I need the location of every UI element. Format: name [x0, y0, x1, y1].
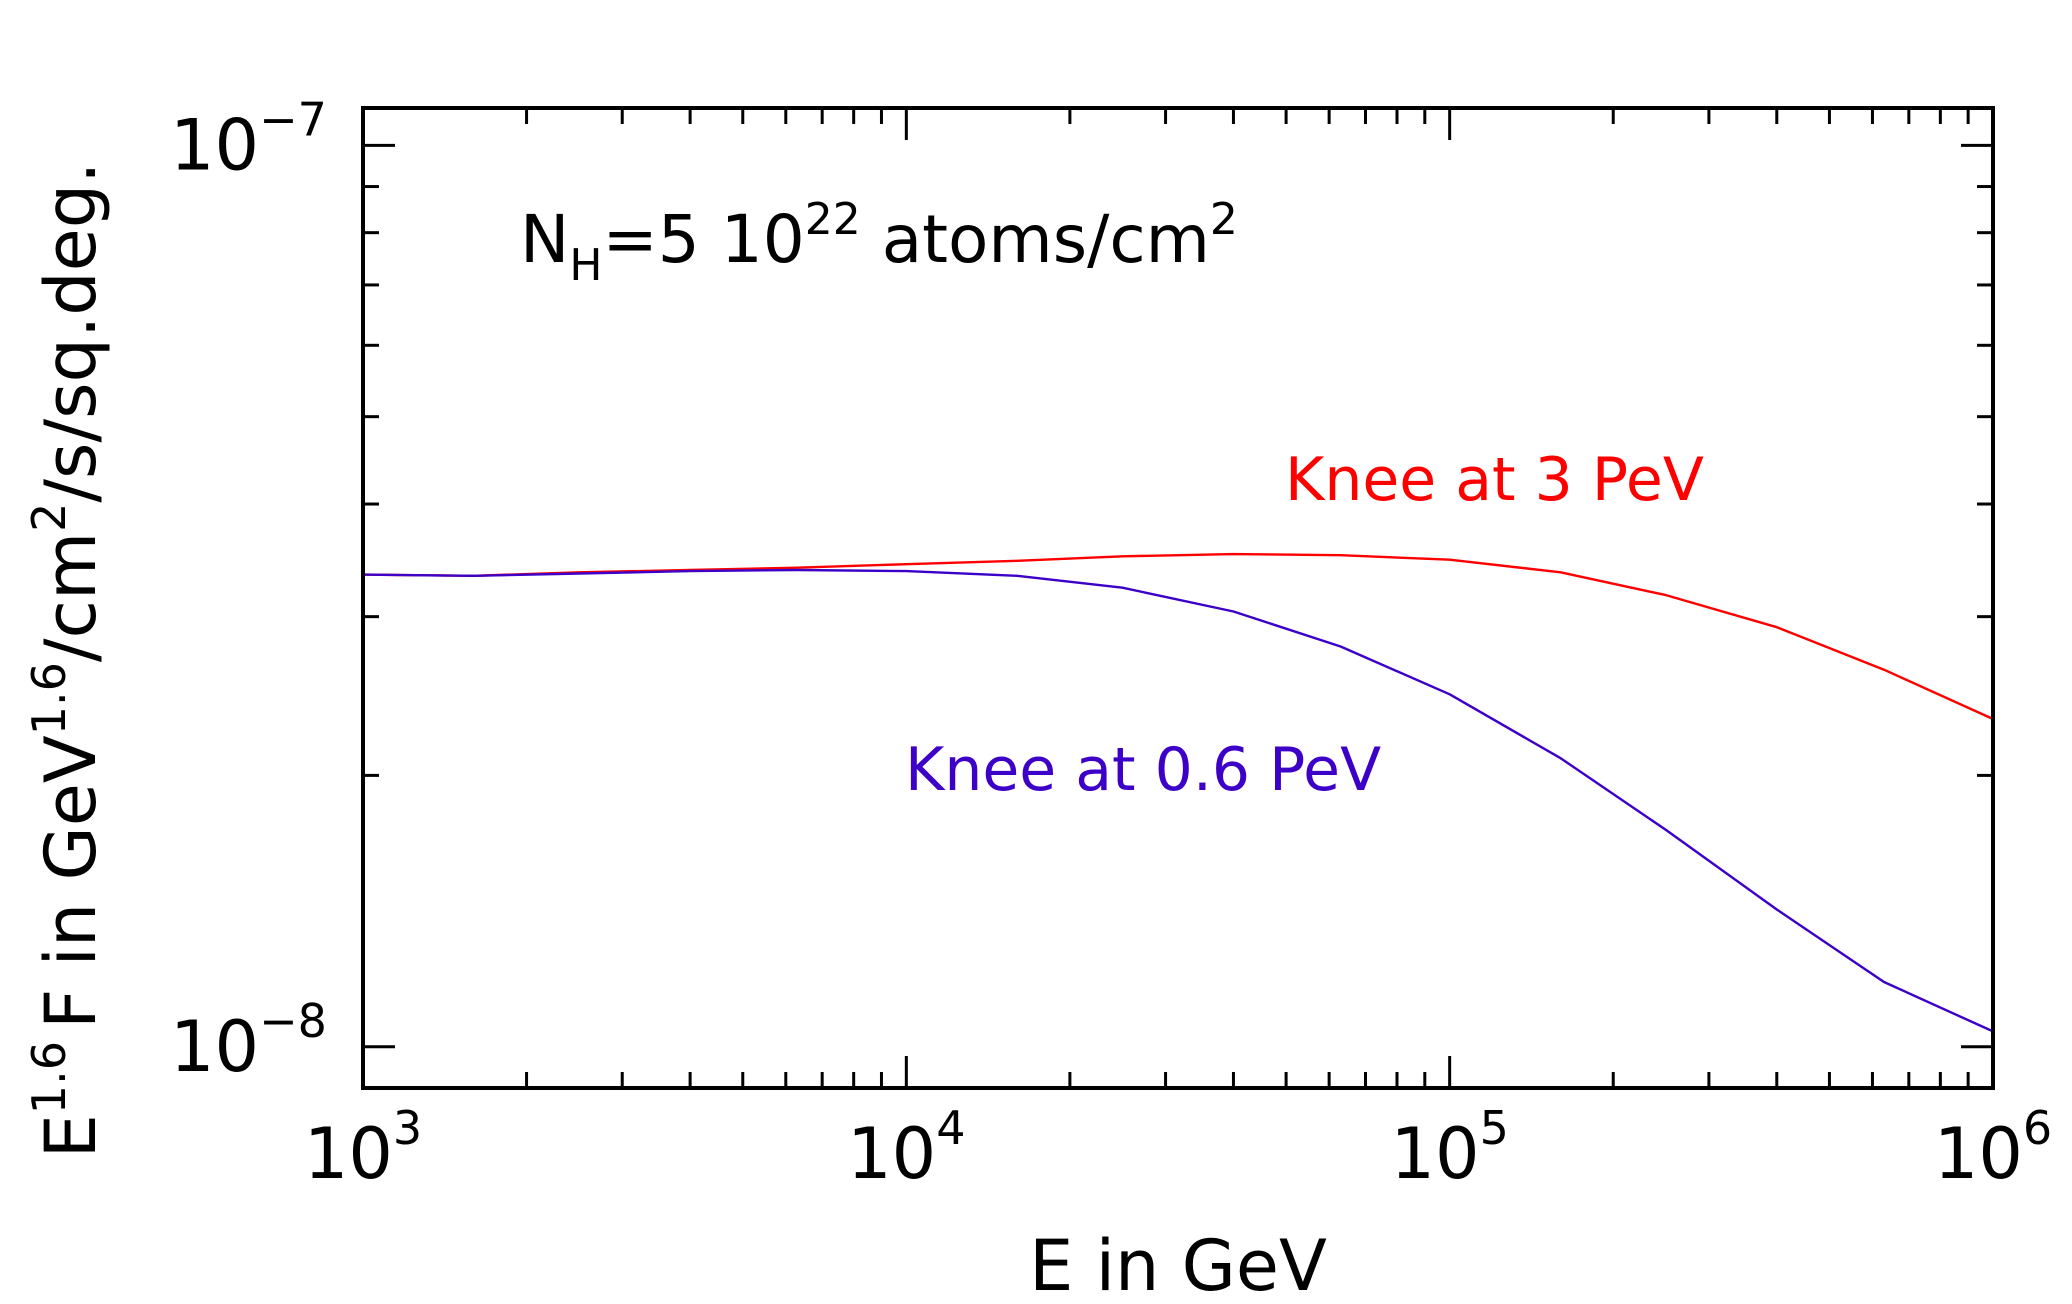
- series-label-3pev: Knee at 3 PeV: [1285, 445, 1704, 515]
- annotation-prefix: N: [520, 201, 569, 278]
- annotation: NH=5 1022 atoms/cm2: [520, 194, 1238, 291]
- x-tick-exp: 4: [936, 1101, 965, 1155]
- x-tick-base: 10: [1934, 1113, 2023, 1195]
- series-layer: [362, 552, 1994, 1033]
- x-tick-base: 10: [847, 1113, 936, 1195]
- x-tick-exp: 5: [1480, 1101, 1509, 1155]
- annotation-middle: =5 10: [602, 201, 804, 278]
- annotation-sup2: 2: [1210, 194, 1238, 245]
- x-tick-base: 10: [1390, 1113, 1479, 1195]
- x-axis-label: E in GeV: [1029, 1225, 1327, 1304]
- x-tick-exp: 6: [2023, 1101, 2052, 1155]
- y-axis-label: E1.6F in GeV1.6/cm2/s/sq.deg.: [22, 162, 112, 1159]
- y-label-unit1: /cm: [30, 532, 112, 662]
- y-tick-label: 10−7: [170, 92, 327, 186]
- y-tick-base: 10: [170, 1006, 259, 1088]
- x-tick-base: 10: [304, 1113, 393, 1195]
- y-tick-exp: −7: [259, 92, 327, 146]
- y-label-base: E: [30, 1114, 112, 1158]
- ticks-layer: [361, 108, 1995, 1090]
- x-tick-label: 106: [1934, 1101, 2052, 1195]
- x-tick-label: 104: [847, 1101, 965, 1195]
- plot-frame: [361, 106, 1995, 1090]
- x-tick-label: 103: [304, 1101, 422, 1195]
- y-label-mid-sup: 1.6: [22, 662, 76, 735]
- annotation-sub: H: [569, 240, 602, 291]
- annotation-sup1: 22: [805, 194, 861, 245]
- annotation-suffix: atoms/cm: [861, 201, 1210, 278]
- series-line-1: [362, 568, 1994, 1033]
- y-tick-base: 10: [170, 104, 259, 186]
- x-tick-label: 105: [1390, 1101, 1508, 1195]
- y-tick-exp: −8: [259, 994, 327, 1048]
- y-tick-label: 10−8: [170, 994, 327, 1088]
- y-label-rest: /s/sq.deg.: [30, 162, 112, 503]
- x-tick-exp: 3: [393, 1101, 422, 1155]
- y-label-mid: F in GeV: [30, 735, 112, 1029]
- y-label-base-sup: 1.6: [22, 1041, 76, 1114]
- y-label-unit1-sup: 2: [22, 503, 76, 532]
- series-line-0: [362, 552, 1994, 721]
- series-label-0-6pev: Knee at 0.6 PeV: [905, 735, 1381, 805]
